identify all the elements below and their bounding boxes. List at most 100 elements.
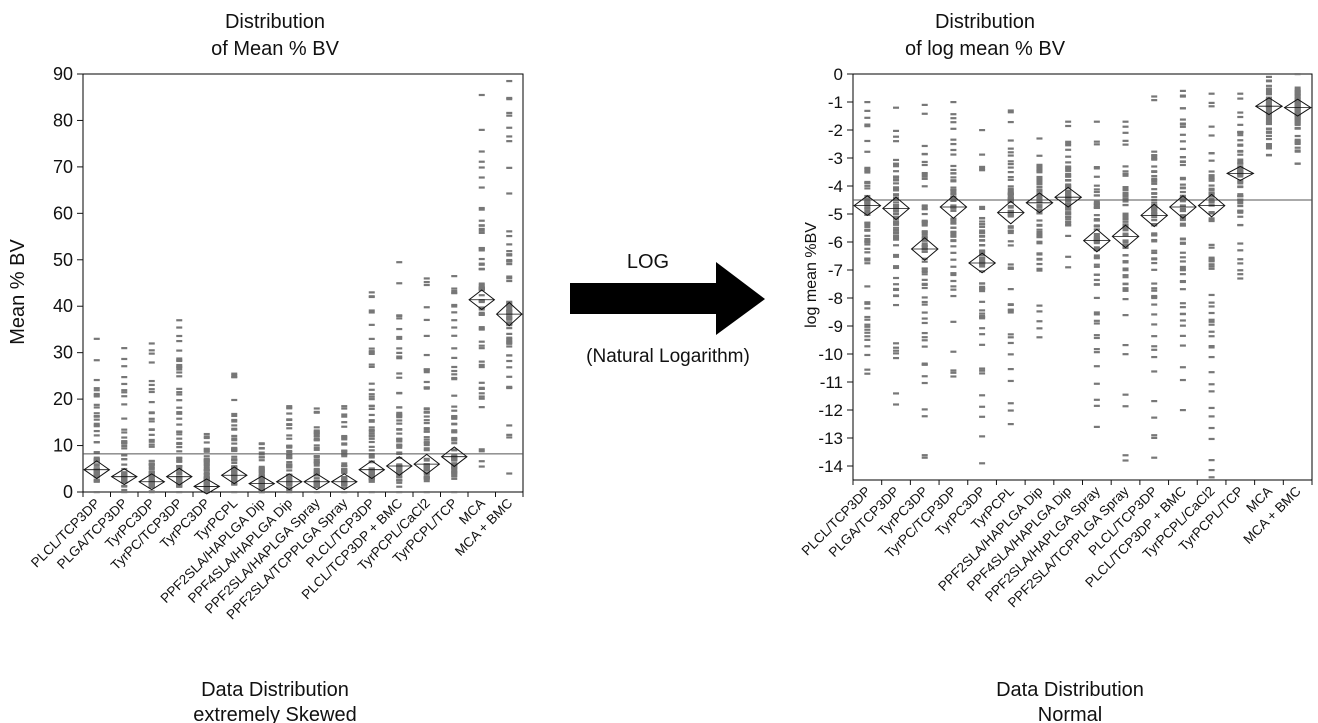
- data-point: [313, 448, 320, 451]
- data-point: [921, 339, 928, 342]
- data-point: [864, 307, 871, 310]
- data-point: [1122, 241, 1129, 244]
- data-point: [423, 471, 430, 475]
- data-point: [451, 415, 458, 418]
- data-point: [1151, 240, 1158, 243]
- data-point: [396, 351, 403, 355]
- data-point: [1065, 211, 1072, 214]
- data-point: [1208, 134, 1215, 137]
- data-point: [451, 491, 458, 494]
- data-point: [258, 485, 265, 488]
- data-point: [258, 459, 265, 462]
- data-point: [1265, 93, 1272, 96]
- data-point: [121, 488, 128, 492]
- data-point: [893, 170, 900, 173]
- data-point: [148, 465, 155, 468]
- data-point: [368, 404, 375, 407]
- data-point: [979, 244, 986, 247]
- data-point: [396, 327, 403, 331]
- data-point: [286, 456, 293, 459]
- data-point: [258, 473, 265, 476]
- data-point: [176, 406, 183, 409]
- data-point: [368, 467, 375, 470]
- y-tick-label: 0: [834, 65, 843, 84]
- data-point: [950, 176, 957, 179]
- data-point: [313, 429, 320, 432]
- data-point: [864, 328, 871, 331]
- data-point: [1294, 110, 1301, 113]
- data-point: [921, 415, 928, 418]
- data-point: [1036, 232, 1043, 236]
- right-arrow-icon: [570, 262, 765, 335]
- data-point: [921, 260, 928, 263]
- data-point: [1036, 183, 1043, 186]
- data-point: [368, 347, 375, 350]
- data-point: [423, 407, 430, 410]
- data-point: [121, 471, 128, 474]
- data-point: [1208, 159, 1215, 162]
- data-point: [1151, 180, 1158, 183]
- left-caption-line1: Data Distribution: [201, 679, 349, 701]
- data-point: [203, 450, 210, 453]
- data-point: [148, 477, 155, 480]
- data-point: [506, 140, 513, 143]
- data-point: [478, 249, 485, 252]
- data-point: [396, 471, 403, 474]
- data-point: [1036, 267, 1043, 270]
- data-point: [893, 135, 900, 138]
- data-point: [286, 412, 293, 415]
- data-point: [176, 437, 183, 440]
- right-title-line2: of log mean % BV: [905, 38, 1066, 60]
- data-point: [423, 283, 430, 287]
- data-point: [121, 463, 128, 466]
- data-point: [258, 481, 265, 484]
- y-tick-label: -7: [828, 261, 843, 280]
- data-point: [1179, 265, 1186, 269]
- data-point: [396, 444, 403, 447]
- data-point: [950, 273, 957, 277]
- data-point: [451, 405, 458, 408]
- data-point: [341, 477, 348, 480]
- data-point: [1122, 232, 1129, 235]
- data-point: [506, 305, 513, 308]
- data-point: [893, 187, 900, 191]
- data-point: [1237, 153, 1244, 156]
- data-point: [950, 101, 957, 104]
- data-point: [893, 216, 900, 219]
- data-point: [1007, 120, 1014, 124]
- data-point: [864, 225, 871, 229]
- means-diamond: [1197, 193, 1226, 218]
- data-point: [950, 193, 957, 196]
- data-point: [231, 446, 238, 450]
- data-point: [1065, 220, 1072, 223]
- y-tick-label: -5: [828, 205, 843, 224]
- data-point: [1237, 134, 1244, 137]
- data-point: [231, 427, 238, 430]
- data-point: [921, 286, 928, 290]
- data-point: [893, 235, 900, 238]
- data-point: [423, 463, 430, 467]
- data-point: [1179, 269, 1186, 272]
- data-point: [979, 167, 986, 170]
- data-point: [1208, 320, 1215, 323]
- data-point: [1179, 409, 1186, 412]
- data-point: [313, 431, 320, 434]
- data-point: [121, 491, 128, 494]
- data-point: [921, 257, 928, 260]
- data-point: [93, 378, 100, 382]
- data-point: [176, 456, 183, 459]
- data-point: [341, 475, 348, 479]
- data-point: [1065, 148, 1072, 151]
- data-points-group: [1265, 75, 1272, 157]
- data-point: [921, 173, 928, 176]
- data-point: [506, 253, 513, 256]
- data-point: [1179, 207, 1186, 211]
- data-points-group: [950, 101, 957, 378]
- data-point: [396, 476, 403, 479]
- data-points-group: [1237, 92, 1244, 280]
- data-point: [176, 423, 183, 426]
- data-point: [176, 478, 183, 481]
- data-point: [921, 321, 928, 325]
- data-point: [396, 422, 403, 425]
- data-point: [1151, 348, 1158, 351]
